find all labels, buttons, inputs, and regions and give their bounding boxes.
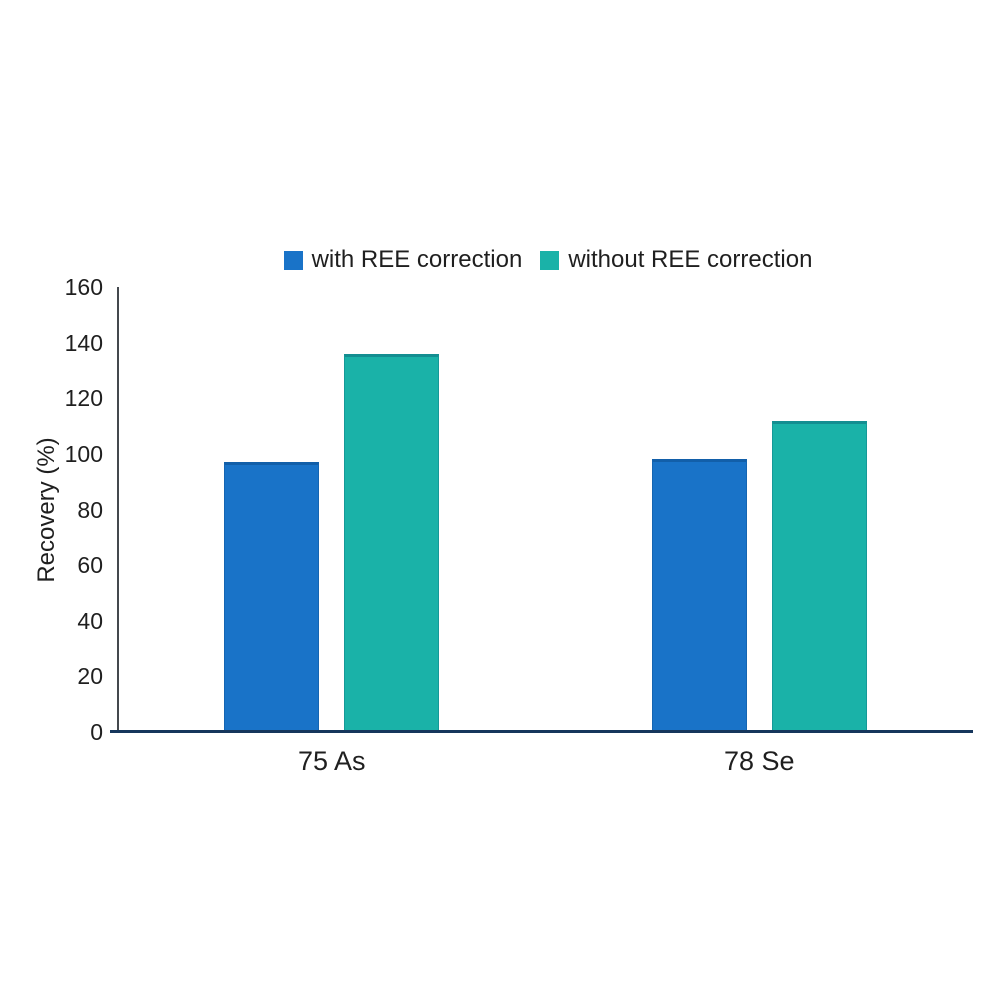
y-tick-label-80: 80 (77, 496, 103, 523)
y-tick-label-160: 160 (64, 274, 103, 300)
y-tick-label-60: 60 (77, 552, 103, 579)
y-tick-label-140: 140 (64, 329, 103, 356)
legend-label-with-ree-correction: with REE correction (311, 246, 523, 273)
legend-item-without-ree-correction: without REE correction (540, 246, 812, 274)
bar-78-se-series-1 (771, 420, 867, 732)
y-tick-label-0: 0 (90, 719, 103, 745)
legend-label-without-ree-correction: without REE correction (568, 246, 813, 273)
y-tick-label-100: 100 (64, 440, 103, 467)
legend: with REE correction without REE correcti… (48, 246, 1000, 274)
y-tick-label-20: 20 (77, 663, 103, 690)
x-axis-line (110, 730, 973, 733)
bar-78-se-series-0 (651, 459, 747, 732)
x-category-label-75-as: 75 As (297, 746, 366, 776)
legend-swatch-blue-icon (283, 250, 303, 270)
bar-75-as-series-0 (224, 462, 320, 732)
y-tick-label-120: 120 (64, 385, 103, 412)
legend-item-with-ree-correction: with REE correction (283, 246, 523, 274)
y-axis-line (117, 287, 119, 733)
bar-75-as-series-1 (344, 353, 440, 732)
y-tick-label-40: 40 (77, 607, 103, 634)
x-category-label-78-se: 78 Se (723, 746, 795, 776)
legend-swatch-teal-icon (540, 250, 560, 270)
